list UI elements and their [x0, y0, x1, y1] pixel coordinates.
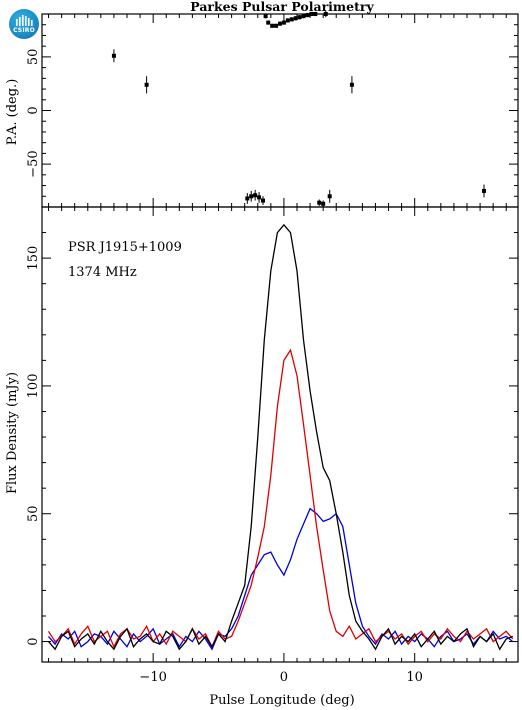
y-tick-label: 50	[26, 49, 41, 66]
pa-point	[309, 12, 314, 16]
pa-point	[297, 15, 302, 20]
pa-point	[278, 21, 282, 26]
pa-point	[482, 188, 486, 193]
pa-point	[321, 201, 326, 206]
pa-point	[111, 53, 116, 58]
csiro-bars-icon	[16, 15, 33, 26]
pa-point	[323, 12, 328, 16]
circular-polarization-line	[48, 507, 514, 651]
csiro-wordmark: CSIRO	[13, 27, 35, 34]
y-tick-label: 150	[26, 246, 41, 271]
plot-frame	[41, 206, 519, 663]
pa-point	[261, 198, 265, 203]
pa-point	[263, 14, 268, 19]
pa-point	[266, 20, 271, 25]
y-tick-label: 0	[26, 106, 41, 114]
pa-point	[249, 194, 254, 199]
pa-point	[285, 18, 290, 23]
x-tick-label: 0	[280, 670, 288, 685]
pa-axis-label: P.A. (deg.)	[5, 79, 20, 146]
pa-point	[317, 200, 322, 205]
pa-point	[274, 23, 279, 28]
csiro-logo: CSIRO	[9, 9, 39, 39]
frequency-label: 1374 MHz	[68, 265, 137, 280]
y-tick-label: −50	[26, 150, 41, 177]
pa-point	[305, 13, 310, 18]
plot-frame	[41, 13, 519, 208]
pa-point	[245, 196, 250, 201]
pa-point	[327, 194, 332, 199]
flux-axis-label: Flux Density (mJy)	[5, 372, 20, 494]
position-angle-panel: −50 0 50	[26, 10, 519, 208]
y-tick-label: 0	[26, 637, 41, 645]
pa-point	[301, 14, 306, 19]
pa-point	[281, 20, 286, 25]
pa-point	[313, 12, 318, 16]
linear-polarization-line	[47, 348, 514, 649]
pulsar-name-label: PSR J1915+1009	[68, 240, 182, 255]
pa-point	[293, 16, 298, 21]
x-axis-label: Pulse Longitude (deg)	[209, 693, 354, 708]
pa-point	[289, 17, 294, 22]
y-tick-label: 100	[26, 374, 41, 399]
pa-point	[144, 82, 149, 87]
chart-title: Parkes Pulsar Polarimetry	[190, 0, 374, 14]
y-tick-label: 50	[26, 505, 41, 522]
pa-point	[270, 23, 275, 28]
x-tick-label: 10	[406, 670, 423, 685]
pa-point	[257, 195, 262, 200]
pa-point	[253, 193, 258, 198]
x-tick-label: −10	[139, 670, 166, 685]
pa-point	[349, 82, 354, 87]
total-intensity-line	[48, 223, 514, 651]
